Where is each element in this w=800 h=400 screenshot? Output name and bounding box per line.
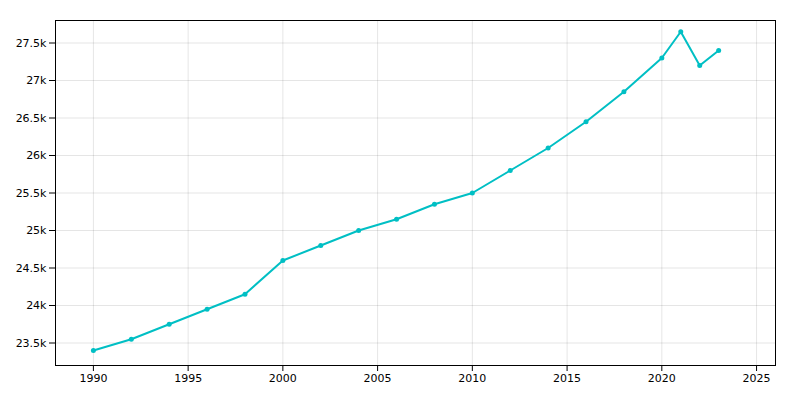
- svg-text:26k: 26k: [26, 149, 47, 162]
- svg-text:2015: 2015: [553, 372, 581, 385]
- svg-text:2025: 2025: [743, 372, 771, 385]
- svg-text:24.5k: 24.5k: [16, 262, 47, 275]
- svg-text:26.5k: 26.5k: [16, 112, 47, 125]
- svg-text:27k: 27k: [26, 74, 47, 87]
- svg-text:2020: 2020: [648, 372, 676, 385]
- svg-text:24k: 24k: [26, 299, 47, 312]
- svg-text:23.5k: 23.5k: [16, 337, 47, 350]
- svg-text:1995: 1995: [174, 372, 202, 385]
- svg-text:2005: 2005: [364, 372, 392, 385]
- svg-text:1990: 1990: [79, 372, 107, 385]
- svg-text:2010: 2010: [458, 372, 486, 385]
- svg-text:25k: 25k: [26, 224, 47, 237]
- svg-text:2000: 2000: [269, 372, 297, 385]
- svg-text:27.5k: 27.5k: [16, 37, 47, 50]
- svg-text:25.5k: 25.5k: [16, 187, 47, 200]
